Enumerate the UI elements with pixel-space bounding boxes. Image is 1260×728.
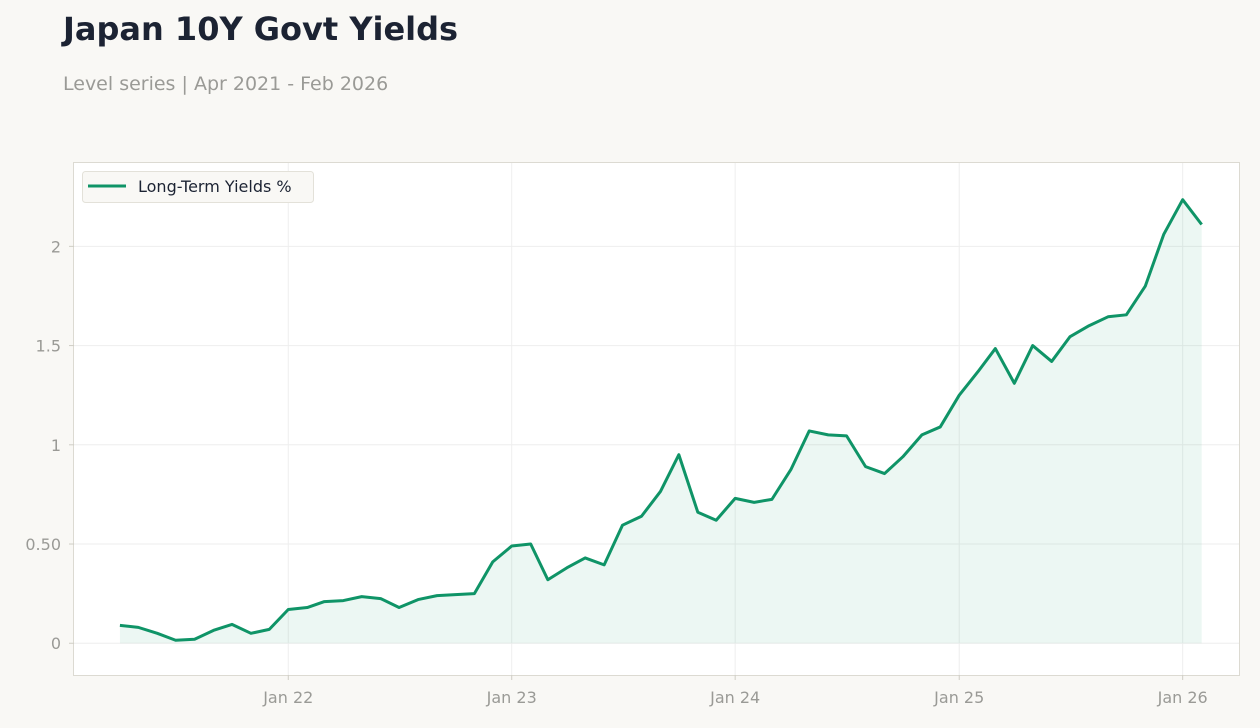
chart-title: Japan 10Y Govt Yields: [63, 10, 459, 48]
axis-ticks: 0 0.50 1 1.5 2 Jan 22 Jan 23 Jan 24 Jan 25 Jan 26: [25, 237, 1207, 707]
y-tick-label: 0: [51, 634, 61, 653]
y-tick-label: 2: [51, 237, 61, 256]
legend: Long-Term Yields %: [82, 171, 314, 203]
series-area-layer: [119, 198, 1203, 644]
chart-subtitle: Level series | Apr 2021 - Feb 2026: [63, 73, 389, 95]
grid-lines: [74, 163, 1239, 675]
x-tick-label: Jan 25: [933, 688, 984, 707]
x-tick-label: Jan 24: [709, 688, 760, 707]
series-area: [119, 199, 1202, 644]
plot-area: [73, 162, 1240, 676]
x-tick-label: Jan 23: [486, 688, 537, 707]
legend-box: [82, 171, 314, 203]
x-tick-label: Jan 22: [262, 688, 313, 707]
legend-label: Long-Term Yields %: [138, 177, 292, 196]
y-tick-label: 0.50: [25, 535, 61, 554]
y-tick-label: 1.5: [36, 337, 61, 356]
y-tick-label: 1: [51, 436, 61, 455]
x-tick-label: Jan 26: [1157, 688, 1208, 707]
series-line: [119, 198, 1203, 642]
